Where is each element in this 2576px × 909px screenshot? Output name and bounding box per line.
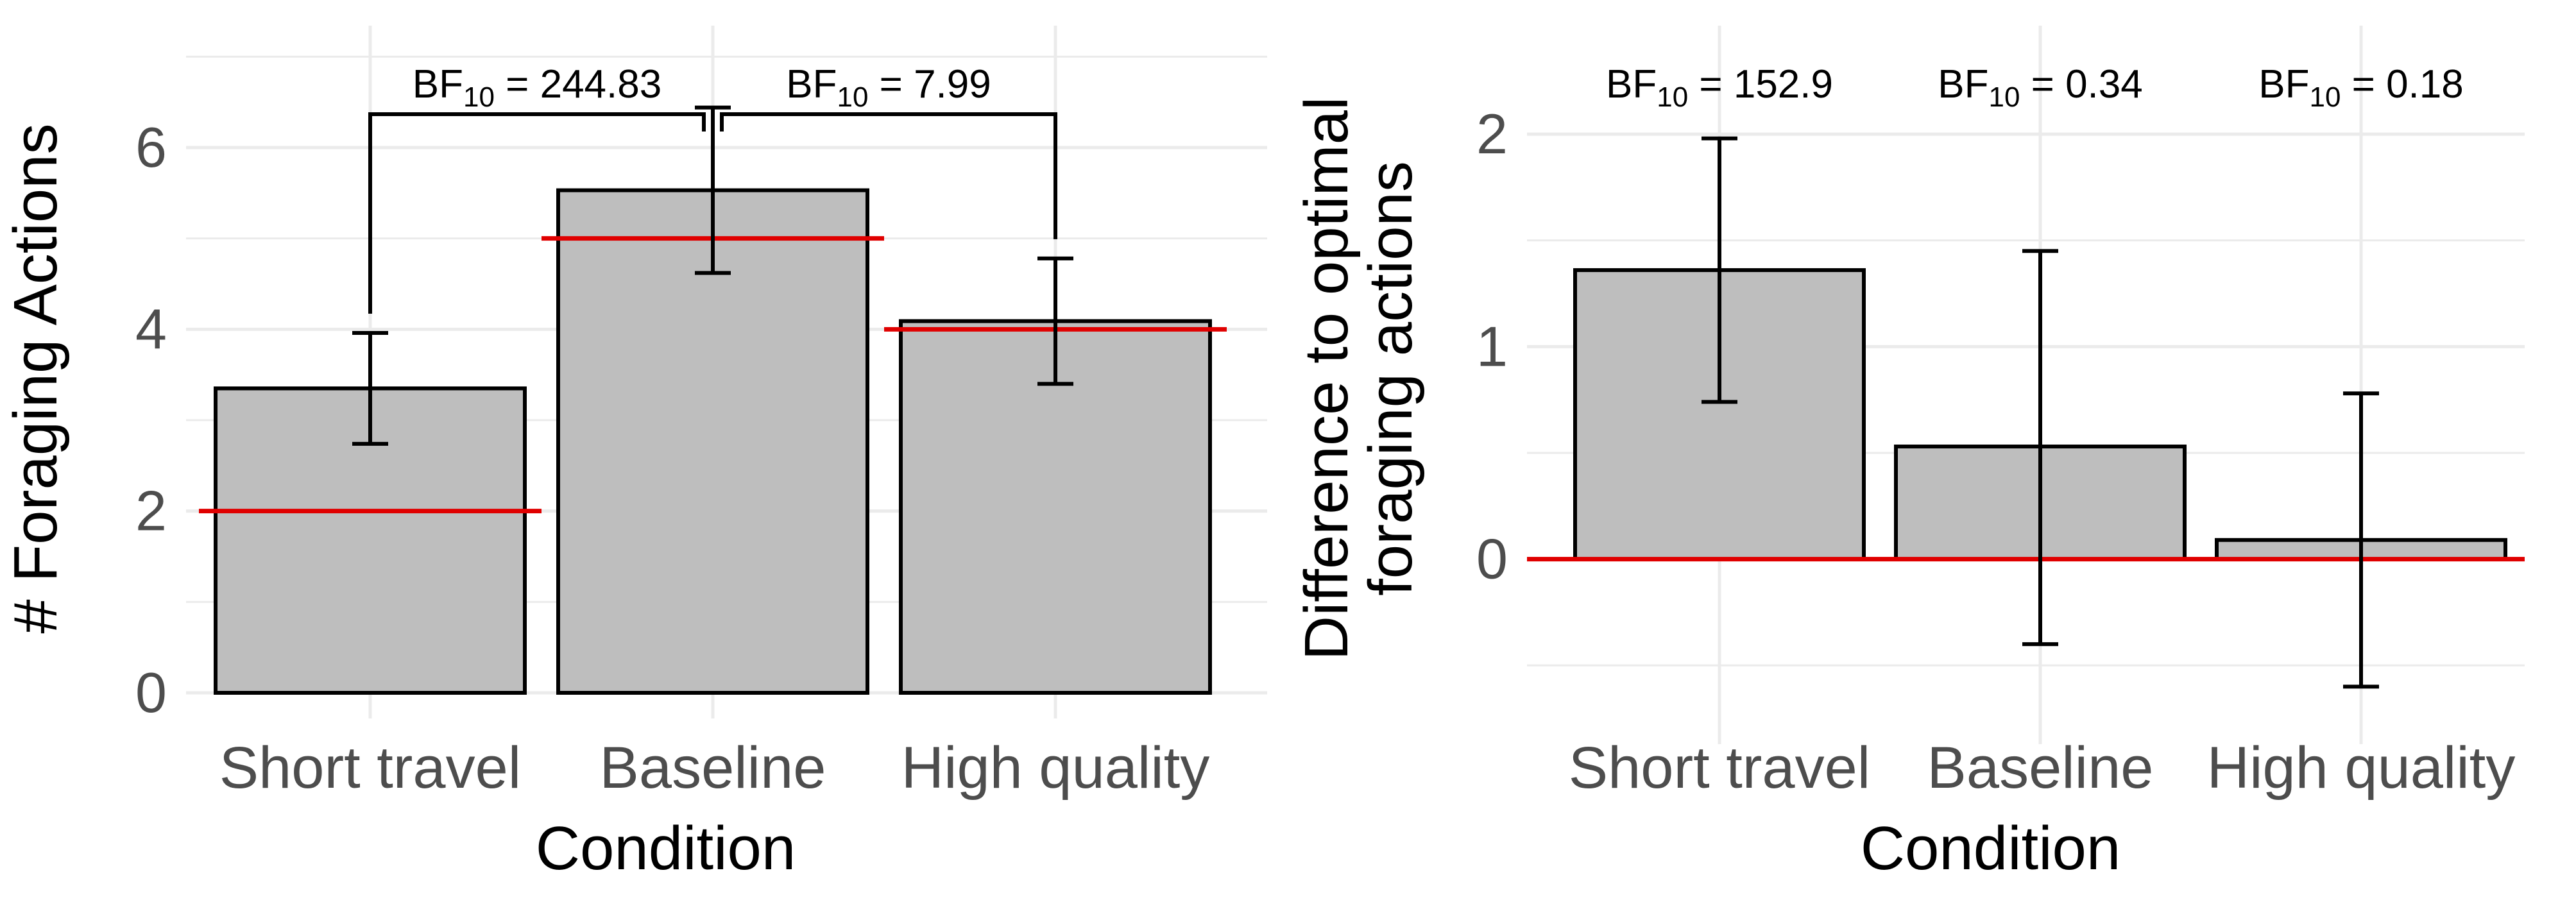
- bf-subscript: 10: [2309, 81, 2341, 113]
- y-tick-label: 1: [1476, 314, 1508, 378]
- significance-bracket: [720, 112, 1057, 239]
- y-tick-label: 0: [135, 661, 167, 724]
- y-axis-title: # Foraging Actions: [1, 123, 70, 633]
- bf-symbol: BF: [413, 62, 463, 106]
- bayes-factor-label: BF10 = 7.99: [786, 62, 991, 113]
- y-tick-label: 6: [135, 115, 167, 179]
- x-tick-label: Short travel: [1569, 735, 1870, 801]
- bf-symbol: BF: [1606, 62, 1657, 106]
- x-tick-label: High quality: [901, 735, 1210, 801]
- bf-symbol: BF: [1938, 62, 1988, 106]
- bayes-factor-label: BF10 = 0.34: [1938, 62, 2143, 113]
- bf-subscript: 10: [463, 81, 495, 113]
- y-tick-label: 4: [135, 297, 167, 361]
- y-tick-label: 0: [1476, 527, 1508, 591]
- bf-value: = 244.83: [495, 62, 661, 106]
- bf-subscript: 10: [1657, 81, 1688, 113]
- x-axis-title: Condition: [1861, 814, 2121, 883]
- error-bars: [352, 105, 1073, 446]
- y-tick-label: 2: [1476, 102, 1508, 166]
- x-tick-label: Baseline: [600, 735, 826, 801]
- bf-symbol: BF: [2258, 62, 2309, 106]
- error-bars: [1702, 136, 2379, 689]
- bayes-factor-annotations: BF10 = 152.9 BF10 = 0.34 BF10 = 0.18: [1606, 62, 2464, 113]
- bf-symbol: BF: [786, 62, 837, 106]
- right-panel-difference-to-optimal: 0 1 2 Short travel Baseline High quality Condi…: [1292, 26, 2525, 883]
- y-axis-title-line-1: Difference to optimal: [1292, 97, 1361, 661]
- bayes-factor-label: BF10 = 152.9: [1606, 62, 1833, 113]
- x-tick-label: Baseline: [1927, 735, 2154, 801]
- y-tick-label: 2: [135, 479, 167, 543]
- y-axis-title-line-2: foraging actions: [1356, 161, 1425, 596]
- x-tick-label: High quality: [2207, 735, 2516, 801]
- significance-bracket: [368, 112, 706, 314]
- bayes-factor-label: BF10 = 0.18: [2258, 62, 2464, 113]
- bayes-factor-label: BF10 = 244.83: [413, 62, 661, 113]
- bf-value: = 0.34: [2020, 62, 2142, 106]
- bf-value: = 152.9: [1688, 62, 1833, 106]
- bayes-factor-annotations: BF10 = 244.83 BF10 = 7.99: [368, 62, 1057, 314]
- bf-value: = 0.18: [2341, 62, 2463, 106]
- x-axis-title: Condition: [536, 814, 796, 883]
- bf-subscript: 10: [837, 81, 868, 113]
- left-panel-foraging-actions: 0 2 4 6 Short travel Baseline High quality Cond…: [1, 26, 1267, 883]
- x-tick-label: Short travel: [219, 735, 521, 801]
- bf-value: = 7.99: [868, 62, 991, 106]
- bf-subscript: 10: [1988, 81, 2020, 113]
